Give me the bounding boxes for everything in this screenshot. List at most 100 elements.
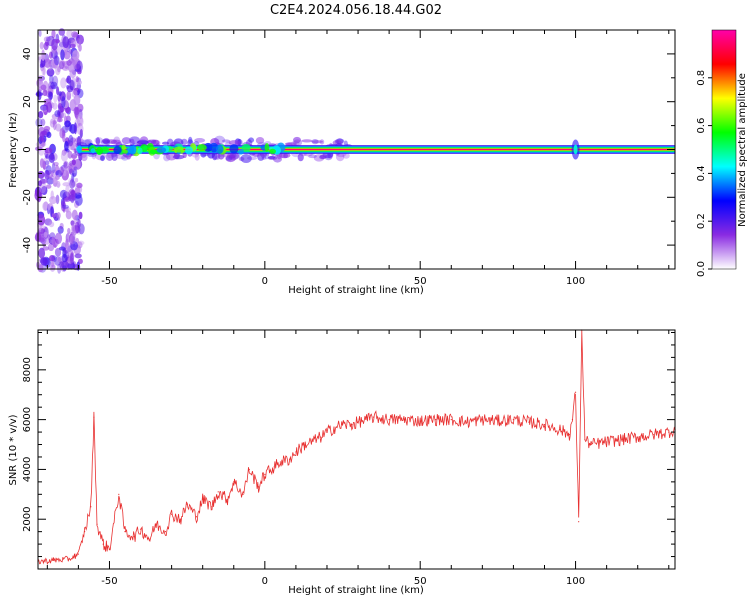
snr-data-point (351, 424, 353, 426)
snr-data-point (310, 441, 313, 443)
snr-panel: -50 0 50 100 2000 4000 6000 8000 Height of str… (8, 329, 676, 596)
spectrogram-halo-cell (308, 154, 317, 159)
spectrogram-halo-cell (94, 137, 104, 144)
spectrogram-noise-cell (73, 94, 81, 106)
spectrogram-noise-cell (66, 75, 72, 84)
spectrogram-noise-cell (59, 127, 65, 139)
spectrogram-noise-cell (35, 118, 43, 128)
colorbar-frame (711, 29, 737, 270)
spectrogram-carrier-blob (238, 148, 244, 155)
snr-plot-area (38, 330, 675, 569)
colorbar-tick-label: 0.4 (696, 165, 707, 181)
spectrogram-noise-cell (52, 161, 59, 166)
spectrogram-noise-cell (66, 90, 72, 101)
colorbar-label: Normalized spectral amplitude (737, 73, 748, 227)
spectrogram-noise-cell (46, 177, 54, 185)
spectrogram-noise-cell (66, 29, 73, 39)
spectrogram-spike-core (573, 144, 578, 155)
spectrogram-noise-cell (37, 214, 46, 226)
spectrogram-noise-cell (43, 58, 52, 68)
spectrogram-noise-cell (61, 96, 66, 108)
spectrogram-noise-cell (38, 29, 42, 37)
spectrogram-noise-cell (39, 41, 44, 50)
spectrogram-noise-cell (54, 247, 62, 257)
snr-x-tick-label: 50 (414, 576, 427, 587)
spectrogram-noise-cell (68, 188, 76, 200)
spectrogram-noise-cell (71, 159, 76, 166)
snr-x-tick-label: 100 (566, 576, 585, 587)
spectrogram-noise-cell (76, 116, 84, 127)
spectrogram-halo-cell (342, 152, 350, 159)
spectrogram-noise-cell (49, 74, 54, 84)
spectrogram-noise-cell (51, 29, 56, 39)
spectrogram-halo-cell (293, 136, 301, 144)
spectrogram-noise-cell (40, 104, 48, 111)
spectrogram-noise-cell (39, 178, 48, 184)
spectrogram-noise-cell (78, 44, 82, 52)
snr-data-point (149, 538, 151, 540)
snr-data-point (133, 536, 135, 538)
spectrogram-noise-cell (59, 189, 68, 199)
spectrogram-noise-cell (40, 105, 48, 113)
snr-data-point (388, 419, 390, 421)
snr-data-point (568, 433, 570, 436)
spectrogram-y-ticks: -40 -20 0 20 40 (22, 29, 675, 270)
spectrogram-carrier-blob (122, 149, 128, 154)
snr-data-point (118, 493, 120, 495)
colorbar-ticks: 0.0 0.2 0.4 0.6 0.8 (696, 70, 712, 277)
spectrogram-halo-cell (110, 139, 122, 145)
spectrogram-noise-cell (69, 43, 76, 49)
spectrogram-halo-cell (236, 139, 243, 146)
spectrogram-noise-cell (55, 39, 61, 44)
spectrogram-noise-cell (64, 120, 71, 128)
spectrogram-halo-cell (163, 153, 171, 162)
spectrogram-noise-cell (55, 123, 62, 132)
spectrogram-noise-cell (67, 150, 73, 159)
spectrogram-noise-cell (45, 36, 51, 42)
spectrogram-halo-cell (95, 137, 101, 145)
spectrogram-carrier-blob (102, 146, 108, 152)
spectrogram-halo-cell (113, 136, 121, 145)
snr-data-point (559, 428, 561, 431)
snr-data-point (68, 558, 70, 560)
spectrogram-halo-cell (91, 152, 97, 160)
snr-data-point (512, 419, 515, 421)
spectrogram-noise-cell (74, 192, 82, 199)
spectrogram-noise-cell (57, 226, 64, 234)
snr-data-point (652, 433, 654, 436)
spectrogram-noise-cell (61, 260, 69, 270)
spectrogram-noise-cell (36, 195, 42, 203)
colorbar-tick-label: 0.8 (696, 70, 707, 86)
snr-data-point (102, 543, 104, 545)
spectrogram-noise-cell (68, 163, 73, 175)
spectrogram-noise-cell (72, 49, 80, 61)
spectrogram-noise-cell (76, 60, 83, 73)
spectrogram-carrier-blob (229, 144, 239, 154)
spectrogram-noise-cell (66, 85, 74, 93)
snr-data-point (211, 506, 213, 508)
spectrogram-carrier-blob (269, 148, 276, 154)
spectrogram-noise-cell (69, 234, 77, 245)
snr-data-point (96, 523, 98, 525)
spectrogram-noise-cell (71, 209, 78, 221)
spectrogram-halo-cell (165, 152, 178, 161)
spectrogram-noise-cell (43, 42, 49, 51)
spectrogram-halo-cell (81, 139, 92, 147)
spectrogram-y-tick-label: -40 (22, 237, 33, 253)
spectrogram-halo-cell (255, 137, 265, 144)
spectrogram-noise-cell (67, 177, 75, 189)
spectrogram-noise-cell (76, 182, 83, 189)
snr-data-point (497, 420, 499, 422)
spectrogram-noise-cell (41, 157, 50, 169)
spectrogram-carrier-blob (137, 147, 143, 155)
snr-data-point (668, 431, 670, 433)
spectrogram-noise-cell (40, 118, 46, 127)
spectrogram-carrier-blob (216, 144, 224, 154)
spectrogram-noise-cell (69, 168, 74, 175)
snr-data-point (578, 521, 580, 523)
spectrogram-carrier-blob (241, 143, 251, 152)
spectrogram-noise-cell (43, 98, 52, 105)
snr-data-point (180, 518, 182, 520)
spectrogram-noise-cell (41, 49, 45, 62)
